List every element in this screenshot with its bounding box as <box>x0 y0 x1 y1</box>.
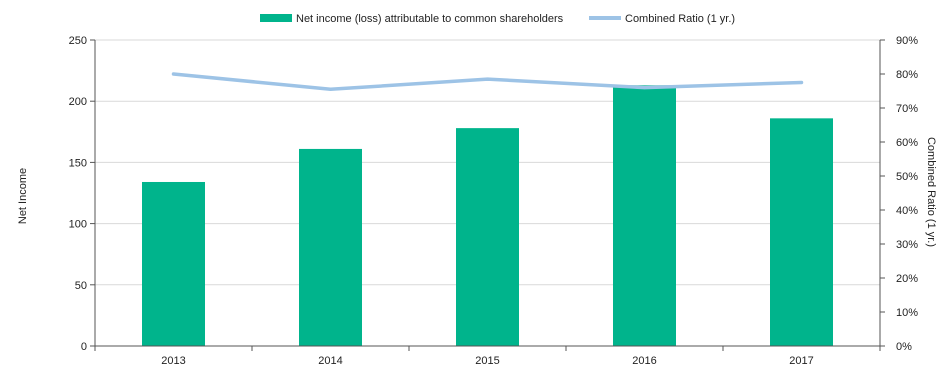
x-axis-ticks: 2013 2014 2015 2016 2017 <box>94 346 881 366</box>
combined-ratio-point-2013 <box>172 72 175 76</box>
legend-label-net-income: Net income (loss) attributable to common… <box>296 13 564 25</box>
y2-tick-label: 80% <box>896 69 918 81</box>
combined-ratio-series <box>171 72 804 92</box>
y2-tick-label: 90% <box>896 35 918 47</box>
y2-axis-ticks: 0% 10% 20% 30% 40% 50% 60% 70% 80% 90% <box>880 35 918 353</box>
y-axis-title: Net Income <box>17 168 29 224</box>
y2-tick-label: 40% <box>896 205 918 217</box>
bar-2014 <box>299 148 362 346</box>
y-axis-ticks: 0 50 100 150 200 250 <box>69 35 95 353</box>
bar-2013 <box>142 181 205 346</box>
x-tick-label: 2017 <box>789 355 813 366</box>
y-tick-label: 150 <box>69 157 87 169</box>
bar-2015 <box>456 128 519 346</box>
y-tick-label: 100 <box>69 219 87 231</box>
x-tick-label: 2016 <box>632 355 656 366</box>
combined-ratio-point-2015 <box>486 77 489 81</box>
combined-ratio-point-2014 <box>329 87 332 91</box>
combined-ratio-point-2016 <box>643 86 646 90</box>
bar-2016 <box>613 85 676 347</box>
legend: Net income (loss) attributable to common… <box>260 13 735 25</box>
bar-2017 <box>770 118 833 346</box>
legend-label-combined-ratio: Combined Ratio (1 yr.) <box>625 13 735 25</box>
y2-tick-label: 60% <box>896 137 918 149</box>
combined-ratio-line <box>171 72 804 92</box>
y2-axis-title: Combined Ratio (1 yr.) <box>925 137 937 247</box>
y-tick-label: 0 <box>81 341 87 353</box>
y2-tick-label: 50% <box>896 171 918 183</box>
x-tick-label: 2013 <box>161 355 185 366</box>
y2-tick-label: 70% <box>896 103 918 115</box>
y-tick-label: 250 <box>69 35 87 47</box>
combined-ratio-point-2017 <box>800 81 803 84</box>
y-tick-label: 200 <box>69 96 87 108</box>
bars <box>142 85 833 347</box>
legend-swatch-net-income <box>260 14 292 22</box>
y2-tick-label: 30% <box>896 239 918 251</box>
axes <box>94 40 881 347</box>
y2-tick-label: 10% <box>896 307 918 319</box>
x-tick-label: 2014 <box>318 355 342 366</box>
y-tick-label: 50 <box>75 280 87 292</box>
x-tick-label: 2015 <box>475 355 499 366</box>
y2-tick-label: 0% <box>896 341 912 353</box>
y2-tick-label: 20% <box>896 273 918 285</box>
